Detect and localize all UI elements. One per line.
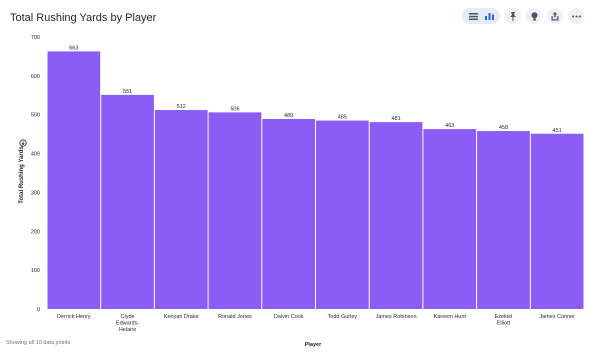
x-tick-label: Kareem Hunt bbox=[434, 314, 467, 320]
data-label: 463 bbox=[445, 123, 454, 129]
data-label: 489 bbox=[284, 113, 293, 119]
bar[interactable] bbox=[477, 131, 530, 309]
x-axis-label: Player bbox=[305, 342, 322, 348]
data-label: 663 bbox=[69, 45, 78, 51]
y-tick-label: 500 bbox=[31, 113, 40, 119]
y-tick-label: 600 bbox=[31, 74, 40, 80]
y-axis-label: Total Rushing Yards bbox=[19, 146, 25, 204]
chart-title: Total Rushing Yards by Player bbox=[10, 12, 157, 24]
view-toggle[interactable] bbox=[462, 8, 500, 24]
bar[interactable] bbox=[47, 51, 101, 310]
x-tick-label: Ezekiel Elliott bbox=[495, 314, 513, 327]
data-label: 481 bbox=[391, 116, 400, 122]
value-labels: 663 551 512 506 489 485 481 463 458 451 bbox=[69, 45, 561, 133]
x-tick-label: Clyde Edwards-Helaire bbox=[116, 314, 139, 333]
y-tick-label: 0 bbox=[37, 307, 40, 313]
bar-chart-icon[interactable] bbox=[482, 10, 496, 22]
y-tick-label: 100 bbox=[31, 268, 40, 274]
y-tick-label: 400 bbox=[31, 152, 40, 158]
y-tick-label: 700 bbox=[31, 35, 40, 41]
x-axis: Derrick Henry Clyde Edwards-Helaire Kenyan … bbox=[57, 314, 575, 333]
share-icon[interactable] bbox=[547, 8, 563, 24]
data-label: 485 bbox=[338, 115, 347, 121]
lightbulb-icon[interactable] bbox=[526, 8, 542, 24]
bar[interactable] bbox=[262, 118, 315, 309]
bar[interactable] bbox=[423, 129, 477, 309]
data-label: 512 bbox=[177, 104, 186, 110]
pin-icon[interactable] bbox=[505, 8, 521, 24]
bar[interactable] bbox=[208, 112, 262, 309]
bar[interactable] bbox=[369, 122, 423, 310]
y-axis: 0 100 200 300 400 500 600 700 bbox=[31, 35, 40, 313]
data-label: 458 bbox=[499, 125, 508, 131]
x-tick-label: Dalvin Cook bbox=[274, 314, 304, 320]
more-options-icon[interactable] bbox=[568, 8, 584, 24]
chart-toolbar bbox=[462, 8, 584, 24]
bar[interactable] bbox=[101, 94, 154, 309]
data-points-status: Showing all 10 data points bbox=[6, 340, 71, 346]
x-tick-label: James Robinson bbox=[376, 314, 417, 320]
bar[interactable] bbox=[530, 133, 584, 309]
bar[interactable] bbox=[154, 110, 208, 310]
sort-icon[interactable] bbox=[19, 139, 27, 147]
data-label: 506 bbox=[230, 106, 239, 112]
x-tick-label: Ronald Jones bbox=[218, 314, 252, 320]
data-label: 451 bbox=[553, 128, 562, 134]
table-view-icon[interactable] bbox=[466, 10, 480, 22]
x-tick-label: Kenyan Drake bbox=[164, 314, 199, 320]
x-tick-label: James Conner bbox=[539, 314, 575, 320]
y-tick-label: 300 bbox=[31, 190, 40, 196]
y-tick-label: 200 bbox=[31, 229, 40, 235]
x-tick-label: Todd Gurley bbox=[328, 314, 358, 320]
bars bbox=[47, 51, 584, 310]
data-label: 551 bbox=[123, 89, 132, 95]
x-tick-label: Derrick Henry bbox=[57, 314, 91, 320]
bar[interactable] bbox=[316, 120, 369, 310]
